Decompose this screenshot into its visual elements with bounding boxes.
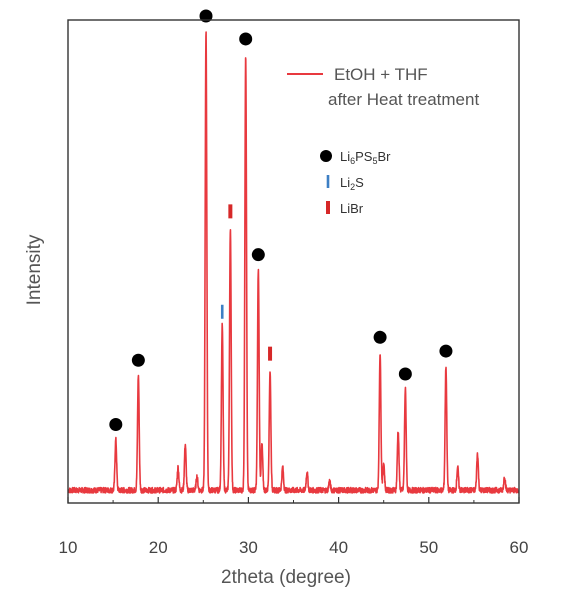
x-tick-label: 60: [510, 538, 529, 557]
li6ps5br-peak-marker: [398, 367, 412, 381]
x-tick-label: 30: [239, 538, 258, 557]
libr-peak-marker: [268, 346, 273, 361]
x-axis-title: 2theta (degree): [221, 567, 351, 588]
phase-legend-label: Li6PS5Br: [340, 149, 391, 166]
phase-legend-circle-icon: [320, 150, 332, 162]
plot-area: [67, 31, 520, 494]
legend: EtOH + THF after Heat treatment: [287, 65, 479, 109]
legend-entry-1: EtOH + THF: [334, 65, 428, 84]
phase-legend: Li6PS5Br Li2S LiBr: [320, 149, 391, 216]
x-tick-label: 20: [149, 538, 168, 557]
li6ps5br-peak-marker: [199, 9, 213, 23]
peak-markers: [109, 9, 453, 432]
phase-legend-bar-icon: [326, 201, 330, 214]
phase-legend-label: Li2S: [340, 175, 364, 192]
series-line: [67, 31, 520, 494]
axes: 10 20 30 40 50 60: [59, 19, 529, 557]
phase-legend-bar-icon: [326, 175, 330, 188]
x-tick-label: 50: [419, 538, 438, 557]
x-tick-label: 40: [329, 538, 348, 557]
li2s-peak-marker: [220, 304, 224, 319]
x-tick-label: 10: [59, 538, 78, 557]
li6ps5br-peak-marker: [373, 330, 387, 344]
li6ps5br-peak-marker: [239, 32, 253, 46]
y-axis-title: Intensity: [24, 234, 45, 305]
li6ps5br-peak-marker: [131, 353, 145, 367]
li6ps5br-peak-marker: [109, 418, 123, 432]
phase-legend-label: LiBr: [340, 201, 364, 216]
libr-peak-marker: [228, 204, 233, 219]
legend-entry-2: after Heat treatment: [328, 90, 479, 109]
li6ps5br-peak-marker: [251, 248, 265, 262]
li6ps5br-peak-marker: [439, 344, 453, 358]
